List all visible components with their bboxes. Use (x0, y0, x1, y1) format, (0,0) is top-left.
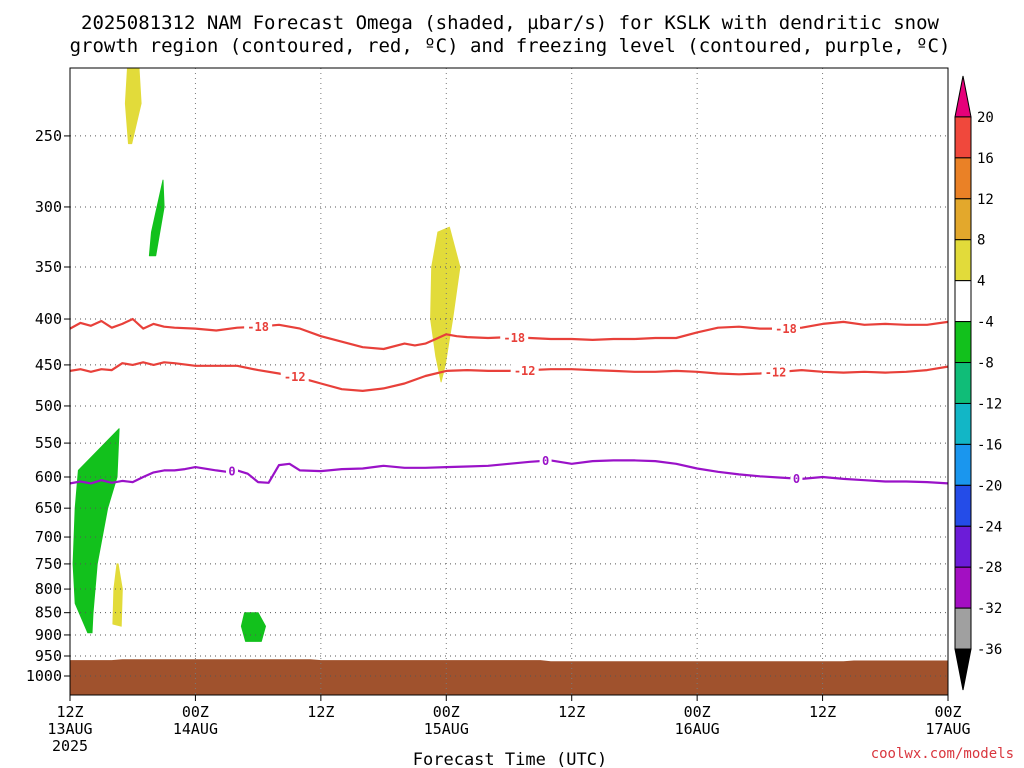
colorbar-arrow-top (954, 75, 972, 118)
contour-line-0 (70, 459, 948, 485)
x-tick-label: 00Z (182, 703, 209, 721)
contour-label-bg (771, 321, 800, 336)
colorbar-level-label: 20 (977, 110, 994, 126)
colorbar-level-label: -16 (977, 437, 1002, 453)
colorbar-swatch (954, 198, 972, 241)
plot-area: -18 -18 -18 -12 -12 -12 0 0 0 250 300 350 400 450 500 5… (26, 67, 971, 755)
contour-label-bg (539, 453, 552, 468)
colorbar-swatch (954, 443, 972, 486)
colorbar: 20 16 12 8 4 -4 -8 -12 -16 -20 -24 -28 -32 -36 (954, 75, 1002, 691)
contour-label-bg (510, 363, 539, 378)
x-tick-label: 17AUG (925, 720, 970, 738)
contour-label-0: 0 (228, 465, 235, 479)
omega-shaded-region-1 (124, 68, 142, 145)
terrain-fill (70, 659, 948, 695)
x-tick-label: 00Z (934, 703, 961, 721)
omega-shaded-region-4 (72, 428, 120, 634)
y-tick-label: 350 (35, 258, 62, 276)
x-tick-label: 12Z (307, 703, 334, 721)
y-tick-label: 1000 (26, 667, 62, 685)
colorbar-swatch (954, 402, 972, 445)
colorbar-level-label: 8 (977, 233, 985, 249)
colorbar-swatch (954, 362, 972, 404)
contour-label-bg (790, 471, 803, 486)
y-tick-label: 700 (35, 528, 62, 546)
title-line-2: growth region (contoured, red, ºC) and f… (70, 35, 951, 57)
colorbar-level-label: -24 (977, 519, 1002, 535)
colorbar-swatch (954, 607, 972, 650)
y-tick-label: 550 (35, 434, 62, 452)
colorbar-swatch (954, 239, 972, 282)
x-tick-label: 12Z (809, 703, 836, 721)
credit-text: coolwx.com/models (871, 746, 1014, 762)
contour-label-0: 0 (793, 472, 800, 486)
plot-clipped: -18 -18 -18 -12 -12 -12 0 0 0 (70, 68, 948, 695)
contour-label--12: -12 (514, 364, 536, 378)
x-tick-label: 12Z (56, 703, 83, 721)
title-line-1: 2025081312 NAM Forecast Omega (shaded, µ… (81, 12, 939, 34)
x-tick-label: 12Z (558, 703, 585, 721)
omega-shaded-region-3 (430, 226, 461, 383)
contour-label-bg (280, 369, 309, 384)
y-tick-label: 900 (35, 626, 62, 644)
colorbar-level-label: -4 (977, 315, 994, 331)
colorbar-level-label: -32 (977, 601, 1002, 617)
y-tick-label: 750 (35, 555, 62, 573)
colorbar-level-label: 16 (977, 151, 994, 167)
contour-label-bg (226, 464, 239, 479)
colorbar-swatch (954, 157, 972, 200)
contour-label-bg (761, 365, 790, 380)
y-tick-label: 400 (35, 310, 62, 328)
contour-label--12: -12 (284, 370, 306, 384)
x-tick-label: 16AUG (675, 720, 720, 738)
y-tick-label: 600 (35, 468, 62, 486)
colorbar-level-label: 4 (977, 274, 985, 290)
y-tick-label: 300 (35, 198, 62, 216)
x-tick-label: 13AUG (47, 720, 92, 738)
x-tick-label: 00Z (684, 703, 711, 721)
contour-label-0: 0 (542, 454, 549, 468)
x-tick-label: 15AUG (424, 720, 469, 738)
colorbar-swatch (954, 566, 972, 609)
omega-shaded-region-6 (240, 612, 266, 642)
x-axis-title: Forecast Time (UTC) (413, 750, 607, 768)
colorbar-level-label: -20 (977, 478, 1002, 494)
x-tick-label: 2025 (52, 737, 88, 755)
y-tick-label: 800 (35, 580, 62, 598)
colorbar-level-label: -28 (977, 560, 1002, 576)
colorbar-swatch (954, 484, 972, 527)
omega-shaded-region-5 (112, 563, 123, 627)
colorbar-level-label: 12 (977, 192, 994, 208)
colorbar-swatch (954, 525, 972, 568)
y-tick-label: 950 (35, 647, 62, 665)
x-tick-label: 14AUG (173, 720, 218, 738)
contour-label-bg (500, 330, 529, 345)
contour-label--18: -18 (775, 322, 797, 336)
y-tick-label: 250 (35, 127, 62, 145)
y-tick-label: 850 (35, 604, 62, 622)
colorbar-arrow-bottom (954, 648, 972, 691)
contour-label--18: -18 (503, 331, 525, 345)
contour-label--12: -12 (765, 366, 787, 380)
colorbar-level-label: -12 (977, 396, 1002, 412)
contour-label-bg (244, 319, 273, 334)
colorbar-swatch (954, 321, 972, 364)
colorbar-swatch (954, 116, 972, 159)
x-tick-label: 00Z (433, 703, 460, 721)
y-tick-label: 650 (35, 499, 62, 517)
colorbar-level-label: -8 (977, 356, 994, 372)
colorbar-swatch (954, 280, 972, 323)
omega-shaded-region-2 (148, 179, 165, 257)
plot-frame (69, 67, 949, 696)
contour-line--12 (70, 361, 948, 392)
y-tick-label: 500 (35, 397, 62, 415)
colorbar-level-label: -36 (977, 642, 1002, 658)
contour-label--18: -18 (247, 320, 269, 334)
y-tick-label: 450 (35, 356, 62, 374)
